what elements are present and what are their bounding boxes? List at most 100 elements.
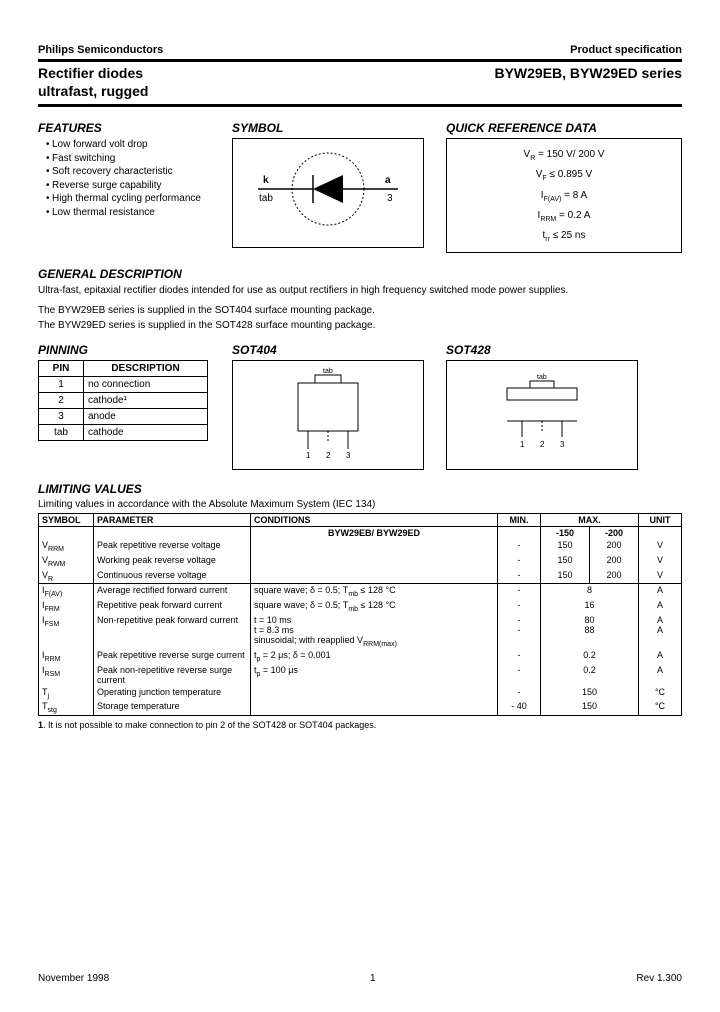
pin-cell: 2: [39, 392, 84, 408]
lim-sym: VR: [39, 569, 94, 584]
footer-rev: Rev 1.300: [636, 973, 682, 984]
svg-text:a: a: [385, 175, 391, 186]
limiting-subtitle: Limiting values in accordance with the A…: [38, 499, 682, 510]
rule-top: [38, 59, 682, 62]
lim-param: Peak repetitive reverse voltage: [94, 539, 251, 554]
pin-cell: no connection: [84, 376, 208, 392]
footer-date: November 1998: [38, 973, 109, 984]
svg-text:3: 3: [346, 451, 351, 460]
pin-cell: tab: [39, 424, 84, 440]
pinning-table: PINDESCRIPTION 1no connection 2cathode¹ …: [38, 360, 208, 441]
svg-text:2: 2: [326, 451, 331, 460]
datasheet-page: Philips Semiconductors Product specifica…: [0, 0, 720, 1012]
pin-col-header: DESCRIPTION: [84, 360, 208, 376]
gendesc-p2b: The BYW29ED series is supplied in the SO…: [38, 319, 682, 333]
sot404-svg: tab 1 2 3: [233, 361, 423, 469]
title-line2: ultrafast, rugged: [38, 83, 148, 101]
sot428-svg: tab 1 2 3: [447, 361, 637, 469]
qref-line: IRRM = 0.2 A: [447, 206, 681, 226]
svg-text:3: 3: [387, 193, 393, 204]
gendesc-p1: Ultra-fast, epitaxial rectifier diodes i…: [38, 284, 682, 298]
feature-item: Fast switching: [46, 152, 218, 166]
symbol-col: SYMBOL k a tab 3: [232, 121, 432, 253]
svg-text:2: 2: [540, 440, 545, 449]
lim-sym: Tj: [39, 686, 94, 701]
features-heading: FEATURES: [38, 121, 218, 135]
lim-sym: Tstg: [39, 700, 94, 715]
lim-param: Peak repetitive reverse surge current: [94, 649, 251, 664]
qref-heading: QUICK REFERENCE DATA: [446, 121, 682, 135]
lim-param: Continuous reverse voltage: [94, 569, 251, 584]
part-number: BYW29EB, BYW29ED series: [494, 65, 682, 81]
limiting-heading: LIMITING VALUES: [38, 482, 682, 496]
qref-box: VR = 150 V/ 200 V VF ≤ 0.895 V IF(AV) = …: [446, 138, 682, 253]
footer-page: 1: [370, 973, 376, 984]
svg-text:k: k: [263, 175, 269, 186]
svg-text:tab: tab: [323, 368, 333, 375]
pin-col-header: PIN: [39, 360, 84, 376]
qref-line: trr ≤ 25 ns: [447, 226, 681, 246]
sot428-col: SOT428 tab 1 2 3: [446, 343, 646, 470]
pin-cell: cathode¹: [84, 392, 208, 408]
spec-label: Product specification: [570, 44, 682, 56]
svg-text:1: 1: [520, 440, 525, 449]
lim-sym: IFSM: [39, 614, 94, 649]
lim-sym: IRSM: [39, 664, 94, 686]
max-split: -150: [541, 526, 590, 539]
features-symbol-qref-row: FEATURES Low forward volt drop Fast swit…: [38, 121, 682, 253]
feature-item: Reverse surge capability: [46, 179, 218, 193]
footnote: 1. It is not possible to make connection…: [38, 720, 682, 730]
lim-sym: IF(AV): [39, 584, 94, 599]
qref-line: VF ≤ 0.895 V: [447, 165, 681, 185]
gendesc-heading: GENERAL DESCRIPTION: [38, 267, 682, 281]
lim-h: UNIT: [639, 513, 682, 526]
sot428-heading: SOT428: [446, 343, 646, 357]
feature-item: Low forward volt drop: [46, 138, 218, 152]
pin-cell: cathode: [84, 424, 208, 440]
diode-symbol-box: k a tab 3: [232, 138, 424, 248]
lim-h: CONDITIONS: [251, 513, 498, 526]
pin-cell: 1: [39, 376, 84, 392]
pinning-packages-row: PINNING PINDESCRIPTION 1no connection 2c…: [38, 343, 682, 470]
sot404-box: tab 1 2 3: [232, 360, 424, 470]
lim-param: Operating junction temperature: [94, 686, 251, 701]
sot404-heading: SOT404: [232, 343, 432, 357]
pin-cell: 3: [39, 408, 84, 424]
features-col: FEATURES Low forward volt drop Fast swit…: [38, 121, 218, 253]
lim-sym: IFRM: [39, 599, 94, 614]
footer: November 1998 1 Rev 1.300: [38, 973, 682, 984]
lim-param: Peak non-repetitive reverse surge curren…: [94, 664, 251, 686]
feature-item: High thermal cycling performance: [46, 192, 218, 206]
svg-text:tab: tab: [259, 193, 273, 204]
company-name: Philips Semiconductors: [38, 44, 163, 56]
title-left: Rectifier diodes ultrafast, rugged: [38, 65, 148, 100]
svg-text:3: 3: [560, 440, 565, 449]
symbol-heading: SYMBOL: [232, 121, 432, 135]
lim-param: Non-repetitive peak forward current: [94, 614, 251, 649]
rule-mid: [38, 104, 682, 107]
feature-item: Soft recovery characteristic: [46, 165, 218, 179]
qref-line: IF(AV) = 8 A: [447, 186, 681, 206]
lim-sym: VRRM: [39, 539, 94, 554]
cond-header: BYW29EB/ BYW29ED: [251, 526, 498, 539]
max-split: -200: [590, 526, 639, 539]
sot404-col: SOT404 tab 1 2 3: [232, 343, 432, 470]
qref-col: QUICK REFERENCE DATA VR = 150 V/ 200 V V…: [446, 121, 682, 253]
lim-h: SYMBOL: [39, 513, 94, 526]
features-list: Low forward volt drop Fast switching Sof…: [38, 138, 218, 219]
svg-text:tab: tab: [537, 374, 547, 381]
sot428-box: tab 1 2 3: [446, 360, 638, 470]
feature-item: Low thermal resistance: [46, 206, 218, 220]
header-row: Philips Semiconductors Product specifica…: [38, 44, 682, 56]
lim-param: Working peak reverse voltage: [94, 554, 251, 569]
limiting-table: SYMBOL PARAMETER CONDITIONS MIN. MAX. UN…: [38, 513, 682, 716]
lim-sym: IRRM: [39, 649, 94, 664]
gendesc-p2a: The BYW29EB series is supplied in the SO…: [38, 304, 682, 318]
lim-param: Storage temperature: [94, 700, 251, 715]
pinning-heading: PINNING: [38, 343, 218, 357]
lim-h: PARAMETER: [94, 513, 251, 526]
lim-param: Average rectified forward current: [94, 584, 251, 599]
lim-h: MIN.: [498, 513, 541, 526]
diode-symbol-svg: k a tab 3: [233, 139, 423, 247]
qref-line: VR = 150 V/ 200 V: [447, 145, 681, 165]
